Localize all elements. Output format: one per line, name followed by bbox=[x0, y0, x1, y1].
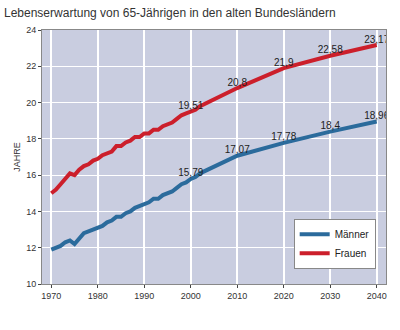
svg-text:1980: 1980 bbox=[88, 291, 108, 301]
svg-text:2010: 2010 bbox=[227, 291, 247, 301]
svg-text:2040: 2040 bbox=[367, 291, 387, 301]
svg-text:21,9: 21,9 bbox=[274, 57, 294, 68]
svg-text:Frauen: Frauen bbox=[335, 248, 367, 259]
svg-text:19,51: 19,51 bbox=[178, 100, 203, 111]
svg-text:23,17: 23,17 bbox=[364, 34, 386, 45]
svg-text:18: 18 bbox=[26, 134, 36, 144]
svg-text:2030: 2030 bbox=[320, 291, 340, 301]
svg-text:1970: 1970 bbox=[41, 291, 61, 301]
svg-text:JAHRE: JAHRE bbox=[12, 142, 22, 172]
svg-text:17,78: 17,78 bbox=[271, 131, 296, 142]
svg-text:22,58: 22,58 bbox=[318, 44, 343, 55]
svg-text:18,96: 18,96 bbox=[364, 110, 386, 121]
svg-text:Lebenserwartung von 65-Jährige: Lebenserwartung von 65-Jährigen in den a… bbox=[4, 6, 336, 20]
svg-text:2000: 2000 bbox=[181, 291, 201, 301]
svg-text:22: 22 bbox=[26, 61, 36, 71]
svg-text:Quelle:Statistisches Bundesamt: Quelle:Statistisches Bundesamt, BMGS, Rü… bbox=[171, 329, 384, 330]
svg-text:24: 24 bbox=[26, 25, 36, 35]
svg-text:12: 12 bbox=[26, 243, 36, 253]
svg-text:1990: 1990 bbox=[134, 291, 154, 301]
svg-text:Männer: Männer bbox=[335, 229, 370, 240]
svg-text:15,79: 15,79 bbox=[178, 167, 203, 178]
svg-text:17,07: 17,07 bbox=[225, 144, 250, 155]
svg-text:14: 14 bbox=[26, 207, 36, 217]
svg-text:20,8: 20,8 bbox=[228, 77, 248, 88]
svg-text:20: 20 bbox=[26, 98, 36, 108]
svg-text:16: 16 bbox=[26, 170, 36, 180]
svg-text:10: 10 bbox=[26, 279, 36, 289]
svg-text:18,4: 18,4 bbox=[320, 120, 340, 131]
svg-text:2020: 2020 bbox=[274, 291, 294, 301]
